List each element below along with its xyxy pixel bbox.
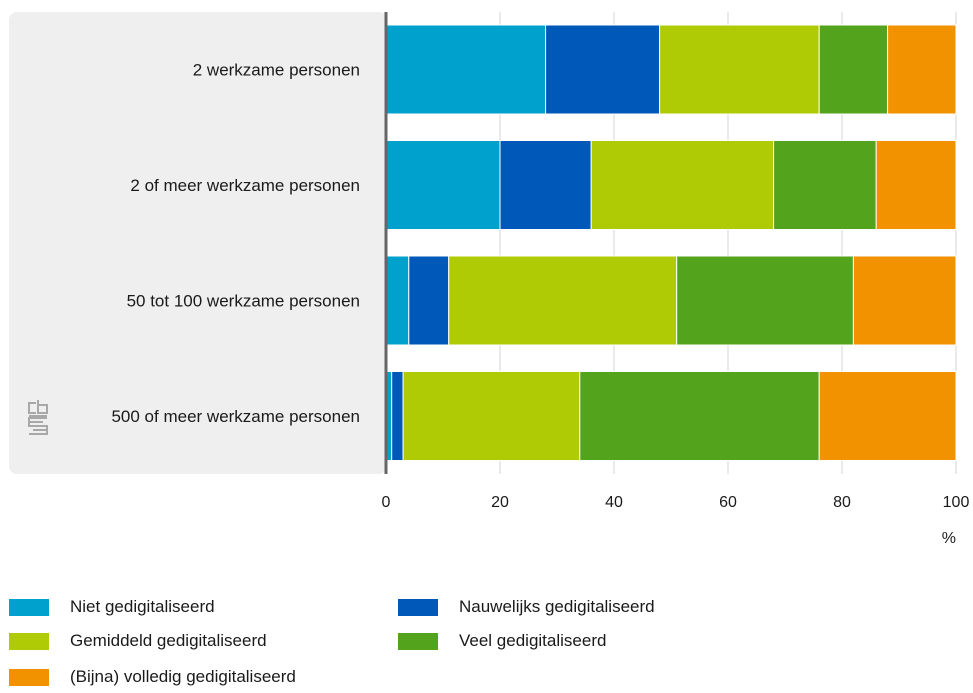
legend-label: Veel gedigitaliseerd: [459, 631, 607, 650]
cbs-logo-icon: [28, 400, 48, 435]
bar-segment: [659, 24, 820, 115]
legend-item: Veel gedigitaliseerd: [398, 631, 606, 651]
bar-segment: [676, 255, 854, 346]
x-tick-label: 60: [719, 494, 737, 511]
category-label: 50 tot 100 werkzame personen: [127, 292, 360, 311]
x-tick-label: 0: [382, 494, 391, 511]
legend-swatch: [398, 598, 438, 616]
legend-label: (Bijna) volledig gedigitaliseerd: [70, 667, 296, 686]
x-tick-labels: 0 20 40 60 80 100: [382, 494, 970, 511]
bar-segment: [408, 255, 450, 346]
legend-swatch: [9, 598, 49, 616]
bar-segment: [818, 371, 957, 461]
bar-segment: [385, 140, 501, 230]
bar-segment: [499, 140, 592, 230]
x-tick-label: 20: [491, 494, 509, 511]
bar-segment: [402, 371, 581, 461]
legend-swatch: [9, 632, 49, 650]
bar-segment: [545, 24, 661, 115]
category-label: 2 werkzame personen: [193, 61, 360, 80]
bars: [385, 24, 957, 461]
bar-segment: [385, 24, 547, 115]
bar-segment: [818, 24, 889, 115]
legend-item: (Bijna) volledig gedigitaliseerd: [9, 667, 296, 687]
legend-label: Gemiddeld gedigitaliseerd: [70, 631, 267, 650]
legend-swatch: [9, 668, 49, 686]
legend-label: Niet gedigitaliseerd: [70, 597, 215, 616]
bar-segment: [448, 255, 678, 346]
category-label: 500 of meer werkzame personen: [111, 407, 360, 426]
x-tick-label: 80: [833, 494, 851, 511]
category-panel: [9, 12, 387, 474]
category-labels: 2 werkzame personen 2 of meer werkzame pe…: [111, 61, 360, 427]
x-tick-label: 100: [943, 494, 970, 511]
bar-segment: [579, 371, 820, 461]
bar-segment: [852, 255, 957, 346]
legend-item: Gemiddeld gedigitaliseerd: [9, 631, 267, 651]
bar-segment: [773, 140, 877, 230]
legend-item: Nauwelijks gedigitaliseerd: [398, 597, 655, 617]
bar-segment: [887, 24, 957, 115]
category-label: 2 of meer werkzame personen: [130, 176, 360, 195]
x-unit-label: %: [942, 530, 956, 547]
legend-label: Nauwelijks gedigitaliseerd: [459, 597, 655, 616]
legend-swatch: [398, 632, 438, 650]
bar-segment: [875, 140, 957, 230]
bar-segment: [385, 255, 410, 346]
bar-segment: [590, 140, 775, 230]
legend-item: Niet gedigitaliseerd: [9, 597, 215, 617]
bar-segment: [391, 371, 404, 461]
x-tick-label: 40: [605, 494, 623, 511]
